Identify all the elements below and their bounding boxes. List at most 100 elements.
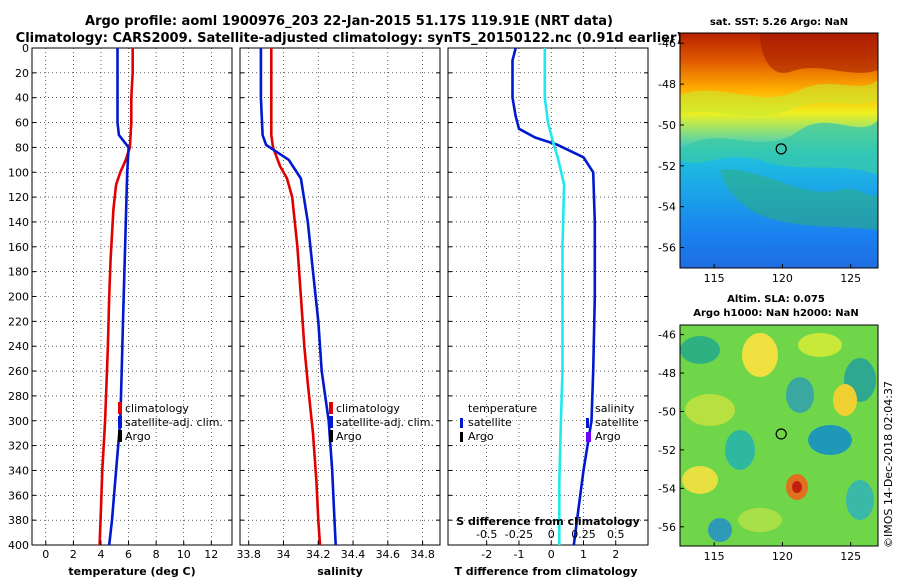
depth-tick-label: 200	[8, 291, 29, 304]
legend-t-argo-label: Argo	[468, 430, 494, 443]
legend-satellite-label: satellite-adj. clim.	[125, 416, 223, 429]
x-tick-label: -2	[481, 548, 492, 561]
sla-map-title-line-1: Altim. SLA: 0.075	[727, 294, 825, 305]
sla-map-frame	[679, 324, 879, 547]
x-tick-label: 0	[548, 548, 555, 561]
legend-argo-swatch	[118, 430, 122, 442]
depth-tick-label: 300	[8, 415, 29, 428]
lat-tick-label: -46	[658, 329, 676, 342]
salinity-legend: climatology satellite-adj. clim. Argo	[329, 402, 434, 443]
lon-tick-label: 125	[840, 550, 861, 563]
depth-tick-label: 380	[8, 514, 29, 527]
legend-argo-label: Argo	[336, 430, 362, 443]
lon-tick-label: 125	[840, 272, 861, 285]
sla-map-image	[680, 325, 878, 546]
depth-tick-label: 160	[8, 241, 29, 254]
s-diff-tick-label: 0	[548, 528, 555, 541]
legend-s-argo-label: Argo	[595, 430, 621, 443]
x-tick-label: 34.2	[306, 548, 331, 561]
depth-tick-label: 220	[8, 315, 29, 328]
sst-map: sat. SST: 5.26 Argo: NaN -46 -48 -50 -52 -54…	[658, 17, 879, 285]
sla-argo-location-marker	[775, 428, 787, 440]
lon-tick-label: 120	[772, 550, 793, 563]
depth-tick-label: 260	[8, 365, 29, 378]
lat-tick-label: -56	[658, 521, 676, 534]
depth-tick-label: 180	[8, 266, 29, 279]
series-line-climatology	[270, 48, 322, 546]
depth-tick-label: 120	[8, 191, 29, 204]
legend-argo-label: Argo	[125, 430, 151, 443]
x-tick-label: 34.4	[341, 548, 366, 561]
lat-tick-label: -52	[658, 160, 676, 173]
sst-map-image	[680, 33, 878, 268]
sla-map-title-line-2: Argo h1000: NaN h2000: NaN	[693, 308, 859, 319]
x-tick-label: 1	[580, 548, 587, 561]
depth-tick-label: 140	[8, 216, 29, 229]
lat-tick-label: -50	[658, 405, 676, 418]
salinity-panel: 33.8 34 34.2 34.4 34.6 34.8 climatology satel…	[236, 47, 441, 578]
lat-tick-label: -56	[658, 242, 676, 255]
s-diff-tick-label: -0.5	[476, 528, 497, 541]
lat-tick-label: -48	[658, 367, 676, 380]
depth-tick-label: 360	[8, 489, 29, 502]
s-diff-tick-label: 0.5	[607, 528, 625, 541]
difference-panel: -2 -0.5 -1 -0.25 0 0 1 0.25 2 0.5 temperature sat…	[447, 47, 649, 578]
depth-tick-label: 240	[8, 340, 29, 353]
x-tick-label: 34.6	[376, 548, 401, 561]
legend-climatology-swatch	[118, 402, 122, 414]
sst-argo-location-marker	[775, 143, 787, 155]
sst-map-title: sat. SST: 5.26 Argo: NaN	[710, 17, 848, 28]
figure-title-line-1: Argo profile: aoml 1900976_203 22-Jan-20…	[85, 14, 613, 29]
legend-t-satellite-label: satellite	[468, 416, 512, 429]
x-tick-label: 12	[204, 548, 218, 561]
depth-tick-label: 20	[15, 67, 29, 80]
figure-title-line-2: Climatology: CARS2009. Satellite-adjuste…	[16, 31, 683, 46]
series-line-satellite-adj-clim-	[107, 48, 130, 546]
temperature-axis-label: temperature (deg C)	[68, 565, 195, 578]
legend-satellite-swatch	[118, 416, 122, 428]
lat-tick-label: -52	[658, 444, 676, 457]
legend-satellite-label: satellite-adj. clim.	[336, 416, 434, 429]
lat-tick-label: -50	[658, 119, 676, 132]
lat-tick-label: -54	[658, 482, 676, 495]
x-tick-label: 0	[42, 548, 49, 561]
lat-tick-label: -46	[658, 37, 676, 50]
lon-tick-label: 115	[704, 550, 725, 563]
depth-tick-label: 100	[8, 166, 29, 179]
depth-tick-label: 0	[22, 42, 29, 55]
depth-tick-label: 40	[15, 92, 29, 105]
sst-map-frame	[679, 32, 879, 269]
depth-tick-label: 340	[8, 464, 29, 477]
salinity-axis-label: salinity	[317, 565, 363, 578]
x-tick-label: 6	[125, 548, 132, 561]
x-tick-label: 10	[177, 548, 191, 561]
x-tick-label: 4	[97, 548, 104, 561]
legend-s-satellite-swatch	[586, 418, 589, 428]
legend-t-argo-swatch	[460, 432, 463, 442]
depth-tick-label: 60	[15, 117, 29, 130]
series-line-climatology	[98, 48, 134, 546]
x-tick-label: 33.8	[236, 548, 261, 561]
series-line-salinity-satellite	[543, 48, 566, 545]
legend-climatology-swatch	[329, 402, 333, 414]
s-diff-tick-label: 0.25	[571, 528, 596, 541]
legend-s-satellite-label: satellite	[595, 416, 639, 429]
depth-tick-label: 80	[15, 141, 29, 154]
t-difference-axis-label: T difference from climatology	[454, 565, 637, 578]
legend-climatology-label: climatology	[125, 402, 189, 415]
lon-tick-label: 120	[772, 272, 793, 285]
lat-tick-label: -54	[658, 201, 676, 214]
lon-tick-label: 115	[704, 272, 725, 285]
s-difference-axis-label: S difference from climatology	[456, 515, 640, 528]
s-diff-tick-label: -0.25	[505, 528, 533, 541]
temperature-panel: 0204060801001201401601802002202402602803…	[8, 42, 233, 578]
x-tick-label: 2	[70, 548, 77, 561]
legend-climatology-label: climatology	[336, 402, 400, 415]
legend-temperature-title: temperature	[468, 402, 537, 415]
legend-s-argo-swatch	[586, 432, 591, 442]
x-tick-label: 8	[153, 548, 160, 561]
lat-tick-label: -48	[658, 78, 676, 91]
x-tick-label: -1	[513, 548, 524, 561]
legend-salinity-title: salinity	[595, 402, 635, 415]
